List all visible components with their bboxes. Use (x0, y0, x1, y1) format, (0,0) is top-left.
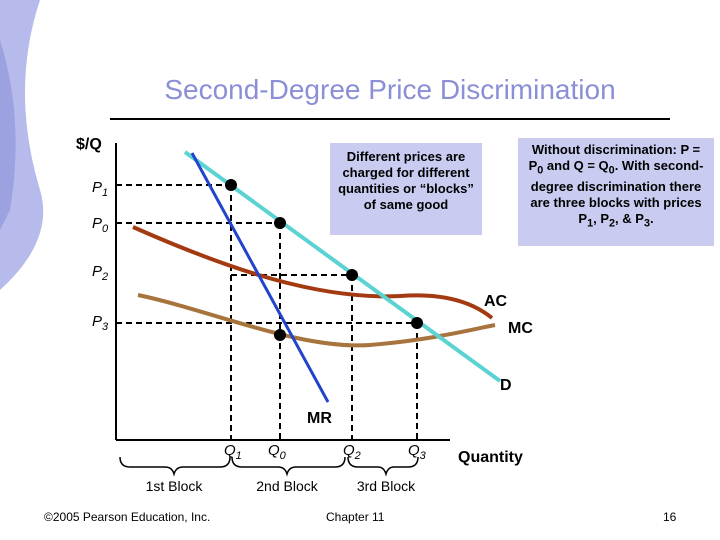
point-mr-p3 (274, 329, 286, 341)
mc-curve (137, 293, 496, 348)
page-number: 16 (663, 510, 677, 524)
point-p2 (346, 269, 358, 281)
block-label-3rd: 3rd Block (357, 478, 416, 494)
mc-label: MC (508, 320, 533, 337)
y-axis-label: $/Q (76, 136, 102, 153)
point-p0 (274, 217, 286, 229)
point-p1 (225, 179, 237, 191)
quantity-label-q3: Q3 (408, 442, 427, 462)
title-underline (110, 118, 670, 120)
block-label-2nd: 2nd Block (256, 478, 318, 494)
quantity-label-q2: Q2 (343, 442, 361, 462)
demand-curve (183, 150, 502, 383)
brace-2nd-block (231, 456, 346, 477)
demand-label: D (500, 377, 512, 394)
footer-copyright: ©2005 Pearson Education, Inc. (44, 510, 211, 524)
point-p3 (411, 317, 423, 329)
brace-1st-block (119, 456, 231, 477)
mr-curve (190, 152, 330, 403)
block-label-1st: 1st Block (146, 478, 204, 494)
x-axis-label: Quantity (458, 449, 523, 466)
ac-curve (132, 225, 494, 320)
slide-decoration (0, 0, 44, 290)
mr-label: MR (307, 410, 332, 427)
quantity-label-q0: Q0 (268, 442, 287, 462)
callout-left: Different prices are charged for differe… (330, 143, 482, 235)
callout-right: Without discrimination: P = P0 and Q = Q… (518, 138, 714, 246)
brace-3rd-block (347, 456, 419, 477)
footer-chapter: Chapter 11 (326, 510, 385, 524)
price-label-p3: P3 (92, 313, 109, 333)
ac-label: AC (484, 293, 508, 310)
slide-title: Second-Degree Price Discrimination (164, 74, 616, 105)
price-label-p2: P2 (92, 263, 108, 283)
price-label-p0: P0 (92, 215, 109, 235)
price-label-p1: P1 (92, 179, 108, 199)
quantity-label-q1: Q1 (224, 442, 242, 462)
